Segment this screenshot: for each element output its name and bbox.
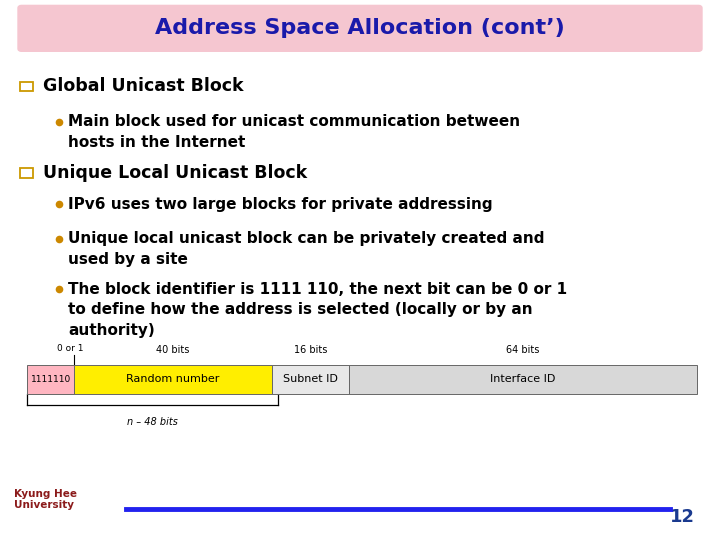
Bar — [20, 168, 33, 178]
Bar — [271, 364, 348, 394]
Bar — [74, 364, 271, 394]
Text: used by a site: used by a site — [68, 252, 188, 267]
Text: hosts in the Internet: hosts in the Internet — [68, 134, 246, 150]
Text: 64 bits: 64 bits — [506, 345, 539, 355]
Text: Subnet ID: Subnet ID — [283, 374, 338, 384]
FancyBboxPatch shape — [18, 5, 702, 51]
Text: Address Space Allocation (cont’): Address Space Allocation (cont’) — [155, 18, 565, 38]
Text: Global Unicast Block: Global Unicast Block — [43, 77, 243, 96]
Text: to define how the address is selected (locally or by an: to define how the address is selected (l… — [68, 302, 533, 318]
Text: 0 or 1: 0 or 1 — [58, 343, 84, 353]
Text: Interface ID: Interface ID — [490, 374, 556, 384]
Text: 1111110: 1111110 — [31, 375, 71, 384]
Text: Random number: Random number — [126, 374, 220, 384]
Text: 12: 12 — [670, 508, 695, 526]
Bar — [27, 364, 74, 394]
Text: The block identifier is 1111 110, the next bit can be 0 or 1: The block identifier is 1111 110, the ne… — [68, 282, 567, 297]
Text: 16 bits: 16 bits — [294, 345, 327, 355]
Bar — [20, 82, 33, 91]
Text: authority): authority) — [68, 323, 155, 338]
Text: Main block used for unicast communication between: Main block used for unicast communicatio… — [68, 114, 521, 129]
Text: n – 48 bits: n – 48 bits — [127, 417, 179, 427]
Bar — [348, 364, 697, 394]
Text: Unique local unicast block can be privately created and: Unique local unicast block can be privat… — [68, 231, 545, 246]
Text: University: University — [14, 500, 74, 510]
Text: Unique Local Unicast Block: Unique Local Unicast Block — [43, 164, 307, 182]
Text: Kyung Hee: Kyung Hee — [14, 489, 78, 499]
Text: 40 bits: 40 bits — [156, 345, 189, 355]
Text: IPv6 uses two large blocks for private addressing: IPv6 uses two large blocks for private a… — [68, 197, 493, 212]
